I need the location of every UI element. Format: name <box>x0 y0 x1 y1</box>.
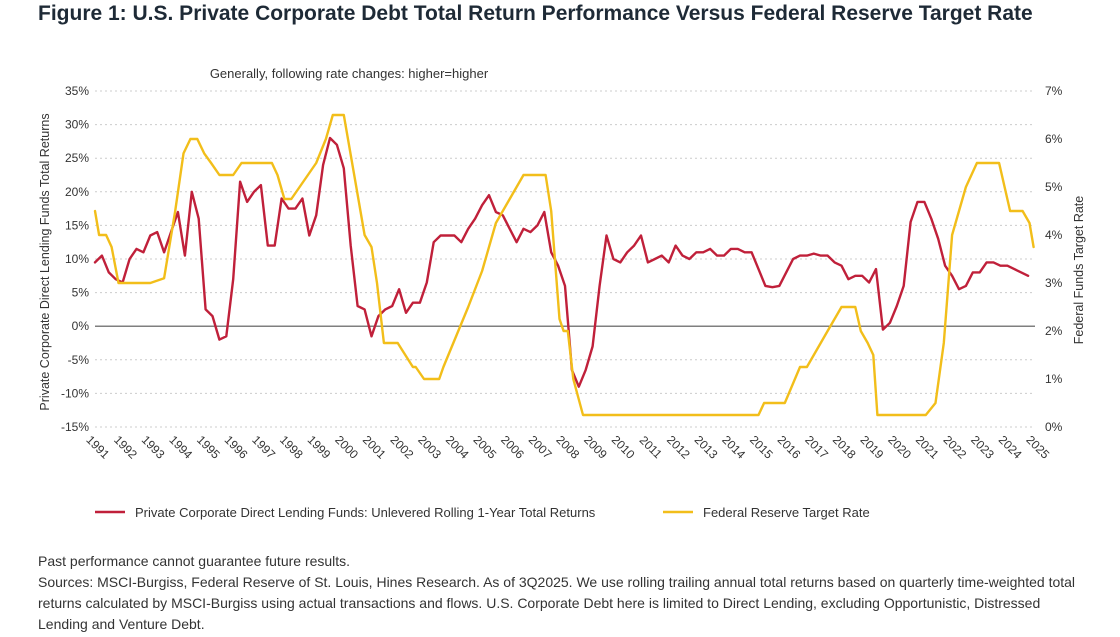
legend-label-returns: Private Corporate Direct Lending Funds: … <box>135 505 596 520</box>
chart: 35% 30% 25% 20% 15% 10% 5% 0% -5% -10% -15% 7% 6% 5%… <box>38 66 1086 520</box>
y-right-tick-label: 2% <box>1045 324 1063 338</box>
x-tick-label: 1999 <box>305 433 334 462</box>
x-tick-label: 1992 <box>111 433 140 462</box>
y-right-tick-label: 5% <box>1045 180 1063 194</box>
x-tick-label: 2021 <box>913 433 942 462</box>
x-tick-label: 1998 <box>277 433 306 462</box>
y-left-tick-label: 0% <box>72 319 90 333</box>
x-tick-label: 2012 <box>664 433 693 462</box>
y-left-tick-label: -15% <box>61 420 89 434</box>
legend-label-fed-rate: Federal Reserve Target Rate <box>703 505 870 520</box>
figure-title: Figure 1: U.S. Private Corporate Debt To… <box>38 2 1033 25</box>
x-tick-label: 2011 <box>637 433 665 461</box>
x-tick-label: 2003 <box>415 433 444 462</box>
x-tick-label: 2001 <box>360 433 389 462</box>
x-tick-label: 2015 <box>747 433 776 462</box>
series-line-returns <box>93 136 1030 388</box>
legend: Private Corporate Direct Lending Funds: … <box>95 505 870 520</box>
grid-layer <box>95 90 1035 428</box>
x-tick-label: 2008 <box>553 433 582 462</box>
y-left-tick-label: 25% <box>65 151 89 165</box>
x-tick-label: 2007 <box>526 433 555 462</box>
x-tick-label: 2002 <box>388 433 417 462</box>
x-tick-label: 2022 <box>940 433 969 462</box>
footnotes: Past performance cannot guarantee future… <box>38 551 1078 635</box>
x-tick-label: 2016 <box>775 433 804 462</box>
x-tick-label: 1994 <box>166 433 195 462</box>
left-y-axis: 35% 30% 25% 20% 15% 10% 5% 0% -5% -10% -15% <box>61 84 89 434</box>
series-line-fed-rate <box>93 113 1035 417</box>
right-axis-title: Federal Funds Target Rate <box>1072 196 1086 345</box>
y-left-tick-label: 5% <box>72 286 90 300</box>
y-left-tick-label: 15% <box>65 218 89 232</box>
x-tick-label: 1995 <box>194 433 223 462</box>
x-tick-label: 1997 <box>249 433 278 462</box>
y-left-tick-label: -5% <box>68 353 90 367</box>
x-tick-label: 1993 <box>139 433 168 462</box>
sources-text: Sources: MSCI-Burgiss, Federal Reserve o… <box>38 574 1076 632</box>
y-left-tick-label: 35% <box>65 84 89 98</box>
x-tick-label: 1991 <box>83 433 112 462</box>
y-right-tick-label: 6% <box>1045 132 1063 146</box>
x-tick-label: 2025 <box>1023 433 1052 462</box>
x-tick-label: 1996 <box>222 433 251 462</box>
series-layer <box>93 113 1035 417</box>
y-right-tick-label: 4% <box>1045 228 1063 242</box>
x-tick-label: 2013 <box>692 433 721 462</box>
x-tick-label: 2014 <box>719 433 748 462</box>
y-left-tick-label: -10% <box>61 386 89 400</box>
right-y-axis: 7% 6% 5% 4% 3% 2% 1% 0% <box>1045 84 1063 434</box>
x-tick-label: 2024 <box>996 433 1025 462</box>
x-tick-label: 2020 <box>885 433 914 462</box>
y-right-tick-label: 7% <box>1045 84 1063 98</box>
disclaimer-text: Past performance cannot guarantee future… <box>38 553 351 569</box>
x-tick-label: 2010 <box>609 433 638 462</box>
x-axis: 1991199219931994199519961997199819992000… <box>83 433 1052 462</box>
x-tick-label: 2005 <box>470 433 499 462</box>
y-right-tick-label: 1% <box>1045 372 1063 386</box>
x-tick-label: 2009 <box>581 433 610 462</box>
x-tick-label: 2018 <box>830 433 859 462</box>
x-tick-label: 2017 <box>802 433 831 462</box>
y-right-tick-label: 3% <box>1045 276 1063 290</box>
chart-subtitle: Generally, following rate changes: highe… <box>210 66 489 81</box>
left-axis-title: Private Corporate Direct Lending Funds T… <box>38 113 52 410</box>
y-left-tick-label: 30% <box>65 118 89 132</box>
x-tick-label: 2006 <box>498 433 527 462</box>
x-tick-label: 2019 <box>858 433 887 462</box>
x-tick-label: 2000 <box>332 433 361 462</box>
y-right-tick-label: 0% <box>1045 420 1063 434</box>
y-left-tick-label: 10% <box>65 252 89 266</box>
x-tick-label: 2004 <box>443 433 472 462</box>
y-left-tick-label: 20% <box>65 185 89 199</box>
x-tick-label: 2023 <box>968 433 997 462</box>
